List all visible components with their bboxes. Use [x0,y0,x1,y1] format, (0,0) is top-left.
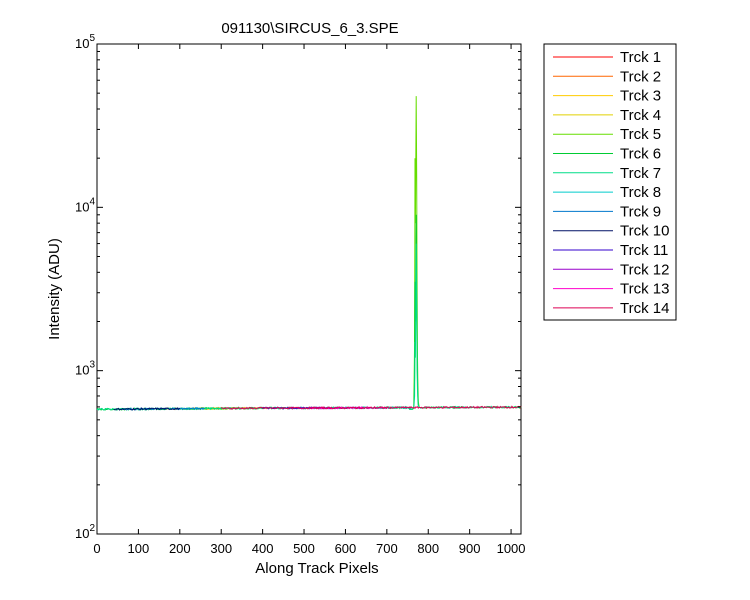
plot-frame [96,43,522,535]
tick-layer: 0 100 200 300 400 500 600 700 800 900 1000 102 103 10… [75,33,526,556]
legend-label: Trck 10 [620,223,669,240]
x-tick-label: 900 [459,541,481,556]
x-tick-label: 100 [128,541,150,556]
y-tick-label: 103 [75,360,95,378]
legend-items: Trck 1 Trck 2 Trck 3 Trck 4 Trck 5 Trck 6 Trck… [553,49,669,317]
x-tick-label: 500 [293,541,315,556]
y-tick-label: 102 [75,523,95,541]
y-tick-label: 104 [75,196,95,214]
legend: Trck 1 Trck 2 Trck 3 Trck 4 Trck 5 Trck 6 Trck… [543,43,677,321]
legend-label: Trck 6 [620,146,661,163]
legend-label: Trck 5 [620,126,661,143]
x-tick-label: 600 [335,541,357,556]
chart-title: 091130\SIRCUS_6_3.SPE [221,20,398,37]
legend-label: Trck 1 [620,49,661,66]
legend-label: Trck 9 [620,203,661,220]
legend-label: Trck 3 [620,88,661,105]
legend-label: Trck 14 [620,300,669,317]
x-tick-label: 300 [210,541,232,556]
y-axis-title: Intensity (ADU) [46,238,63,340]
legend-label: Trck 12 [620,261,669,278]
x-tick-label: 800 [417,541,439,556]
x-tick-label: 200 [169,541,191,556]
x-axis-title: Along Track Pixels [255,560,378,577]
x-tick-label: 0 [93,541,100,556]
x-tick-label: 400 [252,541,274,556]
legend-label: Trck 11 [620,242,668,259]
x-tick-label: 700 [376,541,398,556]
legend-box [543,43,677,321]
series-line-14 [220,405,522,410]
series-layer [96,96,522,411]
legend-label: Trck 4 [620,107,661,124]
x-tick-label: 1000 [497,541,526,556]
series-line-10 [113,407,181,411]
legend-label: Trck 2 [620,68,661,85]
legend-label: Trck 7 [620,165,661,182]
y-tick-label: 105 [75,33,95,51]
legend-label: Trck 13 [620,281,669,298]
legend-label: Trck 8 [620,184,661,201]
